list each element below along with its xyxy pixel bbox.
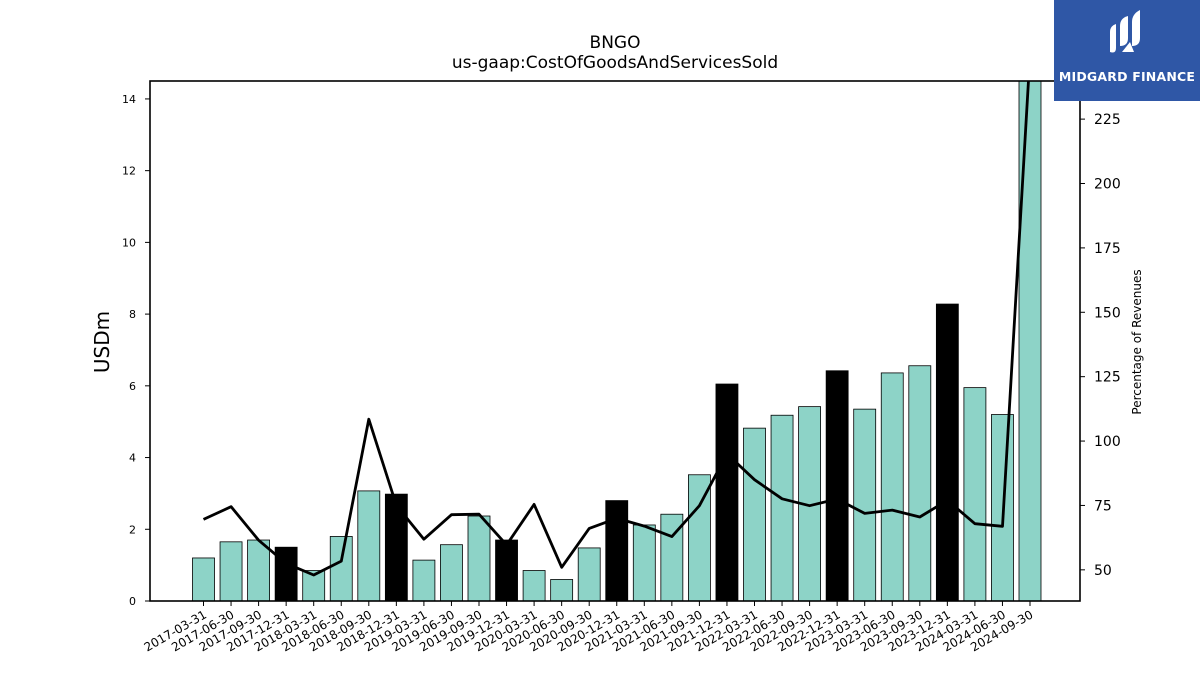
y2-tick-label: 100: [1094, 434, 1121, 450]
bar: [192, 557, 215, 602]
y2-tick-label: 200: [1094, 177, 1121, 193]
bar: [1018, 80, 1042, 602]
midgard-logo: MIDGARD FINANCE: [1054, 0, 1200, 101]
bar: [715, 383, 739, 602]
logo-text: MIDGARD FINANCE: [1058, 69, 1196, 84]
bar: [825, 370, 849, 602]
bar: [522, 570, 546, 602]
bar: [605, 500, 629, 602]
bar: [550, 579, 574, 602]
bar: [770, 414, 794, 602]
chart-title: BNGO: [589, 33, 641, 53]
y2-axis-label: Percentage of Revenues: [1130, 269, 1144, 414]
bar: [412, 559, 436, 602]
y-tick-label: 14: [122, 93, 136, 106]
midgard-logo-icon: [1110, 10, 1140, 53]
chart-subtitle: us-gaap:CostOfGoodsAndServicesSold: [451, 53, 779, 73]
y2-tick-label: 175: [1094, 241, 1121, 257]
bar: [384, 493, 408, 602]
bar: [743, 427, 766, 602]
y-tick-label: 2: [129, 523, 136, 536]
y2-tick-label: 225: [1094, 112, 1121, 128]
percentage-line: [202, 81, 1030, 577]
bar: [357, 490, 381, 602]
bar: [577, 547, 601, 602]
y-tick-label: 0: [129, 595, 136, 608]
percentage-series-line: [202, 81, 1030, 577]
bar: [329, 536, 353, 602]
y2-tick-label: 150: [1094, 305, 1121, 321]
y-tick-label: 8: [129, 308, 136, 321]
bar: [880, 372, 904, 602]
y-tick-label: 6: [129, 380, 136, 393]
y-tick-label: 12: [122, 165, 136, 178]
bar: [935, 303, 959, 602]
bar: [247, 539, 271, 602]
bar: [467, 515, 491, 602]
y2-tick-label: 125: [1094, 370, 1121, 386]
bars: [192, 80, 1042, 602]
plot-frame: [149, 80, 1081, 602]
y-tick-label: 4: [129, 452, 136, 465]
bar: [632, 524, 656, 602]
y2-tick-label: 75: [1094, 498, 1112, 514]
bar: [908, 365, 932, 602]
bar: [219, 541, 243, 602]
y-tick-label: 10: [122, 236, 136, 249]
bar: [963, 387, 987, 602]
y2-tick-label: 50: [1094, 563, 1112, 579]
bar: [853, 408, 877, 602]
bar: [495, 539, 518, 602]
y-axis-label: USDm: [90, 311, 114, 373]
bar: [440, 544, 463, 602]
